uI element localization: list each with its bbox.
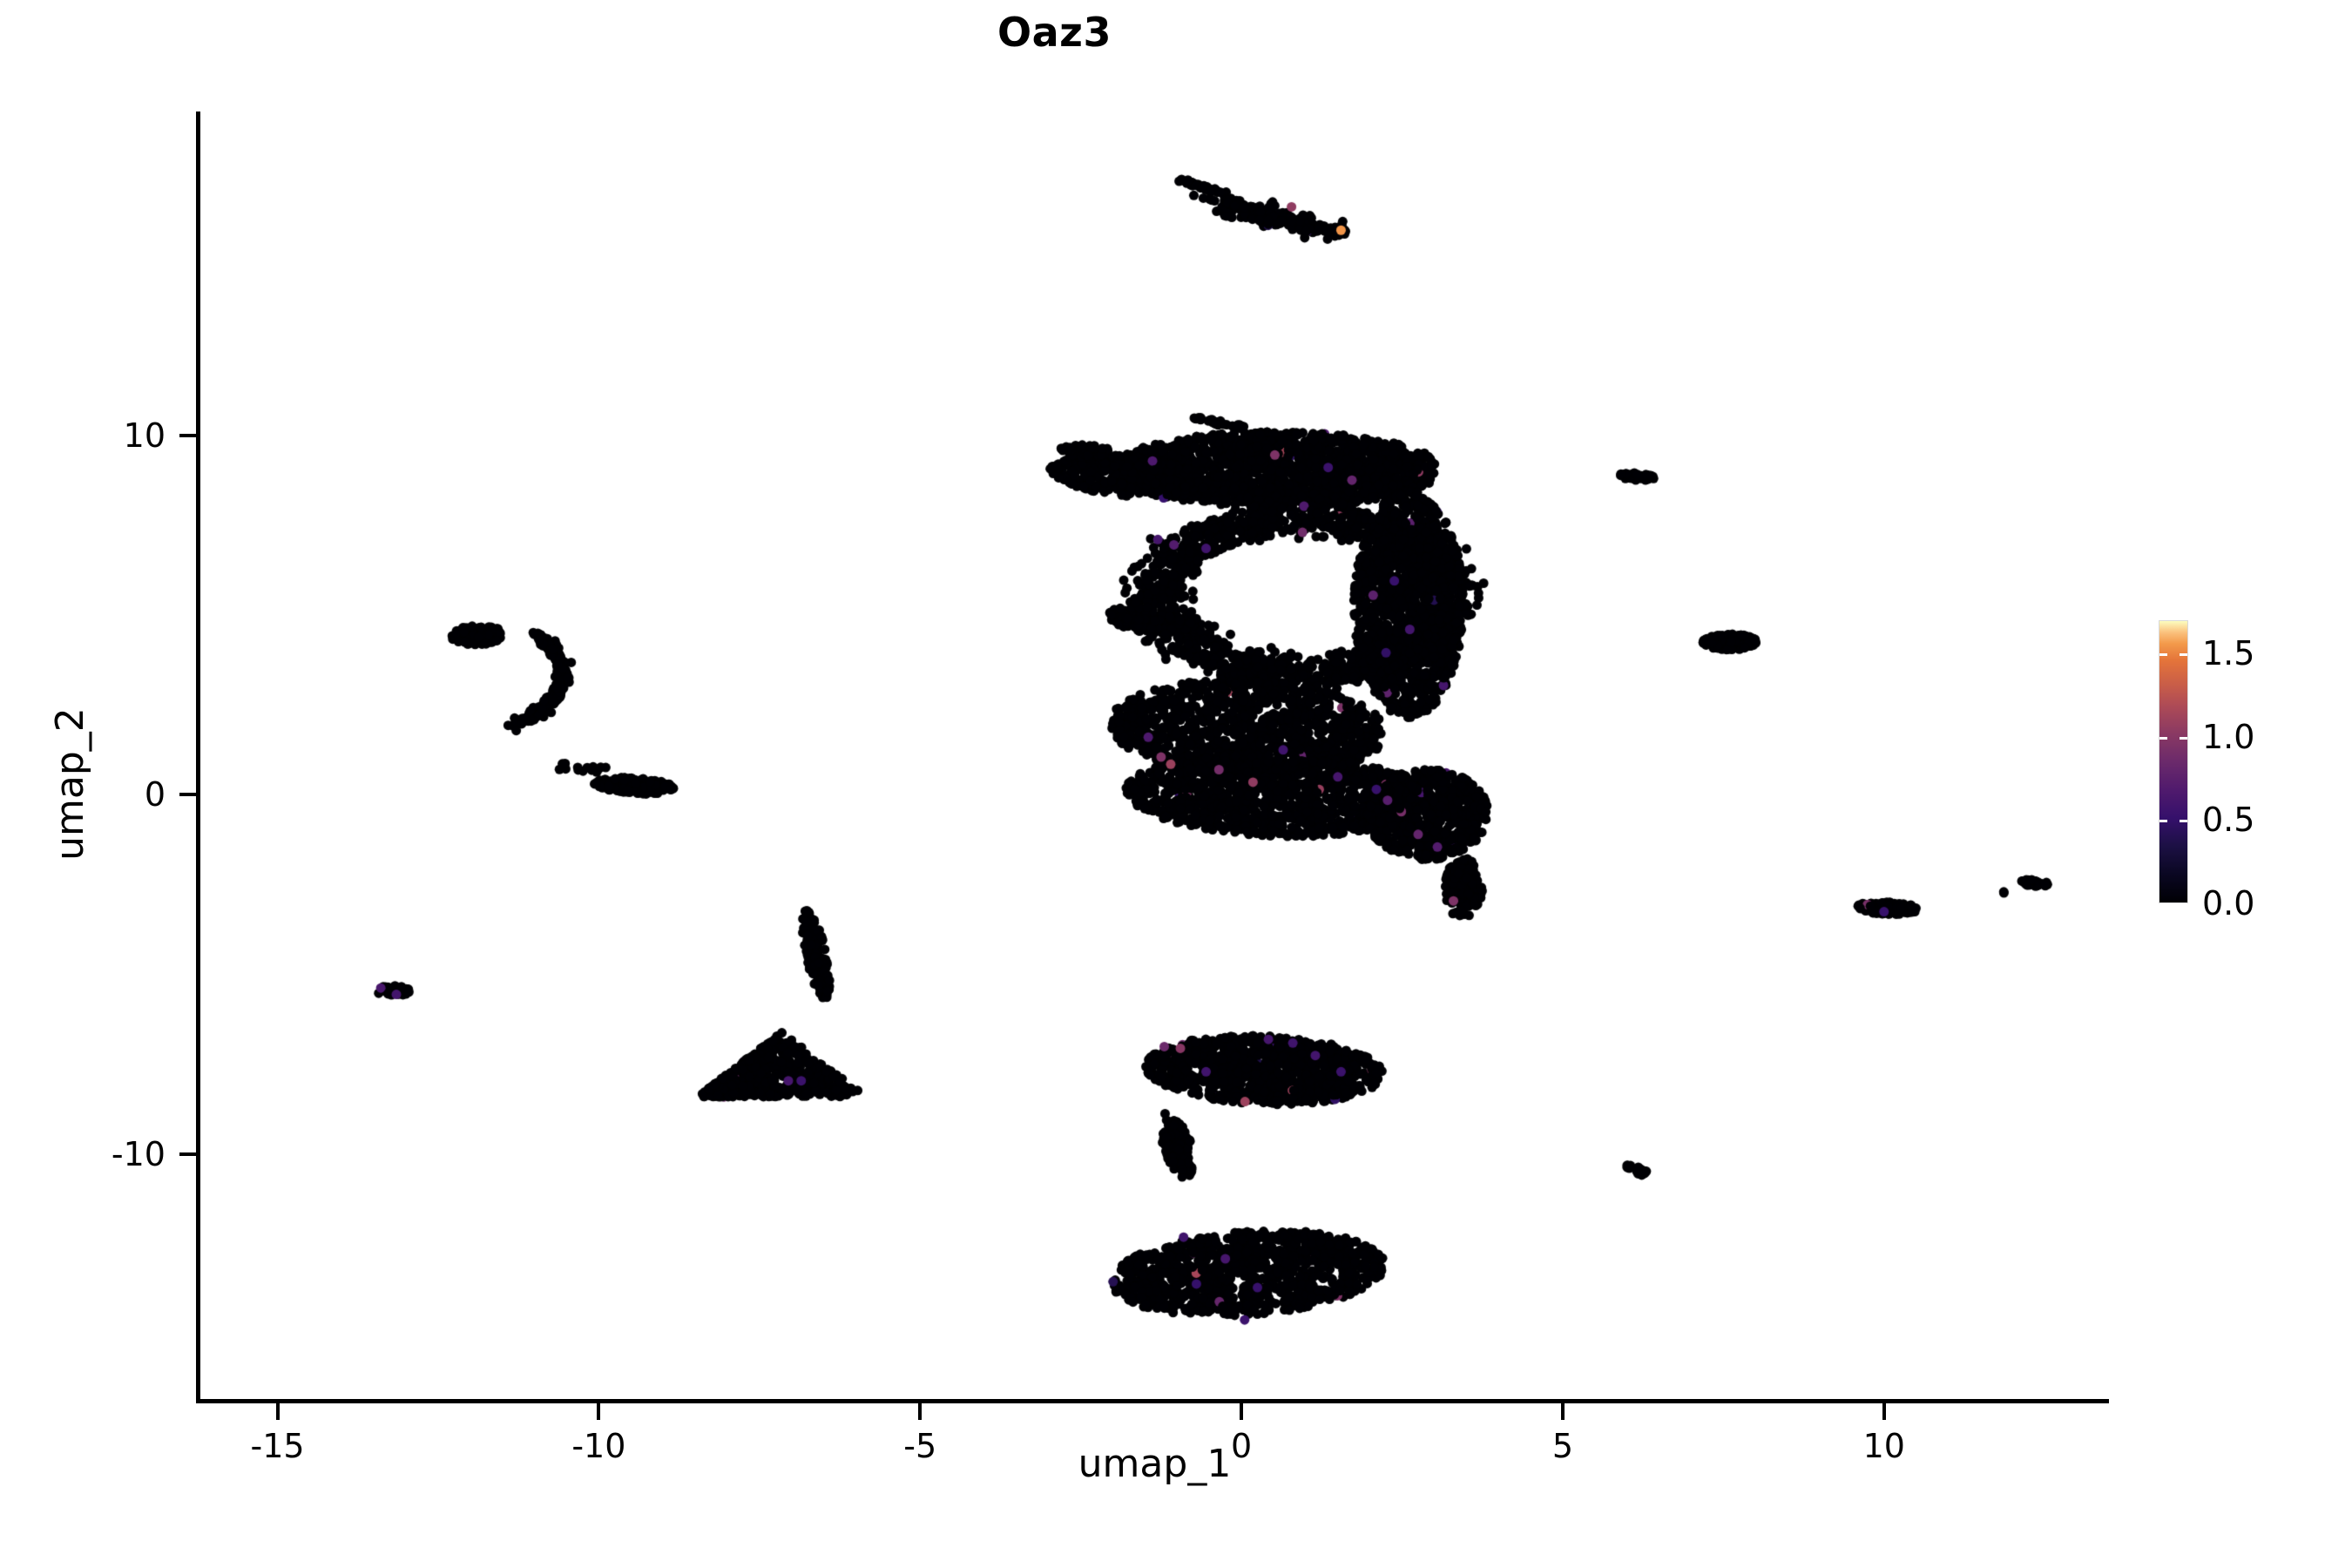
x-tick <box>1240 1403 1244 1420</box>
x-axis-spine <box>196 1399 2109 1403</box>
colorbar-tick-label: 0.5 <box>2202 801 2255 840</box>
x-tick-label: -10 <box>571 1427 626 1465</box>
y-tick-label: -10 <box>111 1135 166 1174</box>
colorbar-tick <box>2159 736 2167 740</box>
x-axis-label: umap_1 <box>1078 1442 1232 1486</box>
x-tick <box>918 1403 923 1420</box>
x-tick <box>597 1403 601 1420</box>
colorbar-tick-label: 1.0 <box>2202 717 2255 756</box>
page-title: Oaz3 <box>997 9 1112 56</box>
colorbar-tick <box>2180 736 2187 740</box>
colorbar-tick-label: 1.5 <box>2202 634 2255 673</box>
colorbar-tick <box>2180 653 2187 657</box>
x-tick <box>1560 1403 1565 1420</box>
colorbar-tick <box>2159 820 2167 823</box>
x-tick-label: -15 <box>250 1427 305 1465</box>
x-tick-label: -5 <box>903 1427 937 1465</box>
colorbar-gradient <box>2159 621 2187 902</box>
x-tick <box>1882 1403 1886 1420</box>
y-axis-spine <box>196 112 200 1403</box>
plot-axes: -15 -10 -5 0 5 10 -10 0 10 <box>112 112 2109 1465</box>
colorbar-tick <box>2159 903 2167 906</box>
colorbar-tick-label: 0.0 <box>2202 884 2255 923</box>
y-tick <box>179 793 196 797</box>
x-tick-label: 5 <box>1551 1427 1574 1465</box>
y-tick <box>179 1152 196 1157</box>
y-tick-label: 10 <box>123 416 166 455</box>
scatter-canvas <box>200 112 2109 1399</box>
x-tick <box>275 1403 280 1420</box>
x-tick-label: 0 <box>1230 1427 1253 1465</box>
y-tick <box>179 433 196 437</box>
y-tick-label: 0 <box>144 775 166 814</box>
colorbar <box>2159 620 2188 903</box>
colorbar-tick <box>2180 820 2187 823</box>
x-tick-label: 10 <box>1862 1427 1905 1465</box>
colorbar-tick <box>2159 653 2167 657</box>
colorbar-tick <box>2180 903 2187 906</box>
y-axis-label: umap_2 <box>48 707 92 861</box>
